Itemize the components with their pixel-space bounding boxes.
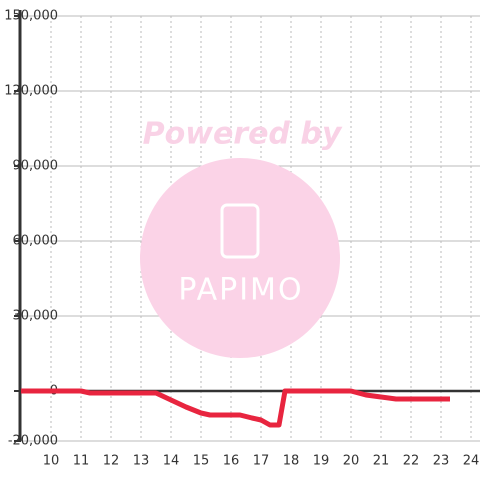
- x-tick-label: 16: [223, 454, 240, 469]
- x-tick-label: 22: [403, 454, 420, 469]
- y-tick-label: 60,000: [13, 234, 59, 249]
- x-tick-label: 20: [343, 454, 360, 469]
- x-tick-label: 12: [103, 454, 120, 469]
- y-tick-label: 120,000: [4, 84, 58, 99]
- y-tick-label: 30,000: [13, 309, 59, 324]
- watermark-text: Powered by: [143, 117, 343, 152]
- y-tick-label: 90,000: [13, 159, 59, 174]
- x-tick-label: 17: [253, 454, 270, 469]
- watermark: Powered by PAPIMO: [140, 117, 343, 358]
- x-tick-label: 14: [163, 454, 180, 469]
- y-tick-label: 150,000: [4, 9, 58, 24]
- x-tick-label: 23: [433, 454, 450, 469]
- watermark-logo: PAPIMO: [178, 273, 303, 308]
- watermark-phone: [220, 203, 260, 259]
- x-tick-label: 21: [373, 454, 390, 469]
- x-tick-label: 15: [193, 454, 210, 469]
- x-tick-label: 24: [463, 454, 480, 469]
- x-tick-label: 13: [133, 454, 150, 469]
- x-tick-label: 10: [43, 454, 60, 469]
- line-series: [21, 388, 450, 428]
- x-tick-label: 11: [73, 454, 90, 469]
- x-tick-label: 19: [313, 454, 330, 469]
- x-tick-label: 18: [283, 454, 300, 469]
